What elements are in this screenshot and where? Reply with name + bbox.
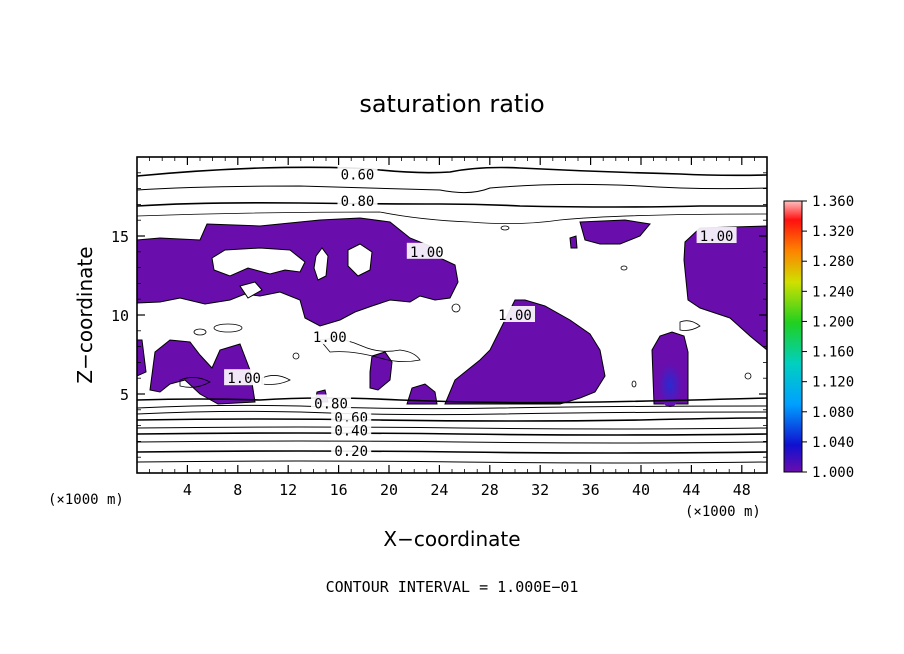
mid-cloud-1: [369, 351, 393, 391]
contour-label-bg: [406, 242, 447, 259]
contour-label-bg: [331, 441, 372, 458]
contour-label: 1.00: [700, 229, 734, 245]
colorbar-tick-label: 1.160: [812, 345, 854, 361]
contour-label: 0.40: [334, 423, 368, 439]
colorbar-tick-label: 1.080: [812, 405, 854, 421]
contour-label: 1.00: [313, 330, 347, 346]
contour-label: 1.00: [498, 308, 532, 324]
x-tick-label: 36: [582, 481, 600, 499]
x-tick-label: 32: [531, 481, 549, 499]
convective-core: [658, 363, 682, 407]
x-tick-label: 12: [279, 481, 297, 499]
contour-label: 0.80: [314, 396, 348, 412]
colorbar-tick-label: 1.280: [812, 254, 854, 270]
colorbar: [783, 200, 803, 473]
contour-label: 1.00: [227, 371, 261, 387]
y-tick-label: 15: [111, 228, 129, 246]
upper-mid-cloud: [579, 219, 651, 245]
x-unit-right: (×1000 m): [685, 504, 761, 520]
contour-label-bg: [331, 421, 372, 438]
y-tick-label: 5: [120, 386, 129, 404]
contour-label-bg: [337, 192, 378, 209]
x-tick-label: 20: [380, 481, 398, 499]
x-tick-label: 24: [430, 481, 448, 499]
y-axis-label: Z−coordinate: [73, 246, 97, 383]
colorbar-tick-label: 1.120: [812, 375, 854, 391]
contour-labels: 0.600.800.800.600.400.201.001.001.001.00…: [224, 165, 737, 460]
left-edge-cloud: [137, 339, 147, 377]
x-tick-label: 16: [330, 481, 348, 499]
x-tick-label: 48: [733, 481, 751, 499]
x-axis-label: X−coordinate: [383, 527, 520, 551]
x-tick-label: 40: [632, 481, 650, 499]
tiny-cloud: [569, 235, 578, 249]
plot-area: 0.600.800.800.600.400.201.001.001.001.00…: [137, 165, 767, 464]
contour-label: 0.60: [341, 167, 375, 183]
x-tick-label: 8: [233, 481, 242, 499]
y-axis-ticks: 5 10 15: [111, 172, 767, 458]
colorbar-tick-label: 1.040: [812, 435, 854, 451]
colorbar-ticks: 1.360 1.320 1.280 1.240 1.200 1.160 1.120 1.080…: [802, 194, 854, 481]
contour-label: 0.20: [334, 444, 368, 460]
contour-label-bg: [309, 328, 350, 345]
colorbar-tick-label: 1.320: [812, 224, 854, 240]
left-low-cloud: [149, 339, 256, 405]
small-contours: [179, 225, 752, 388]
x-tick-label: 44: [682, 481, 700, 499]
x-unit-left: (×1000 m): [48, 492, 124, 508]
colorbar-tick-label: 1.000: [812, 465, 854, 481]
right-cloud: [683, 225, 767, 351]
contour-lines: [137, 166, 767, 464]
center-cloud: [444, 299, 606, 405]
small-cloud-a: [406, 383, 438, 405]
x-tick-label: 4: [183, 481, 192, 499]
y-tick-label: 10: [111, 307, 129, 325]
contour-interval-note: CONTOUR INTERVAL = 1.000E−01: [326, 578, 579, 596]
subsaturated-holes: [211, 243, 373, 299]
colorbar-tick-label: 1.360: [812, 194, 854, 210]
contour-label-bg: [331, 408, 372, 425]
colorbar-tick-label: 1.200: [812, 314, 854, 330]
contour-label-bg: [337, 165, 378, 182]
x-tick-label: 28: [481, 481, 499, 499]
contour-label-bg: [696, 227, 737, 243]
contour-label-bg: [311, 394, 352, 411]
contour-label: 0.80: [341, 194, 375, 210]
x-axis-ticks: 4 8 12 16 20 24 28 32 36 40 44 48: [149, 157, 755, 499]
chart-title: saturation ratio: [359, 90, 544, 118]
colorbar-tick-label: 1.240: [812, 284, 854, 300]
contour-label-bg: [224, 369, 265, 386]
contour-label: 1.00: [410, 245, 444, 261]
contour-label-bg: [495, 306, 535, 322]
